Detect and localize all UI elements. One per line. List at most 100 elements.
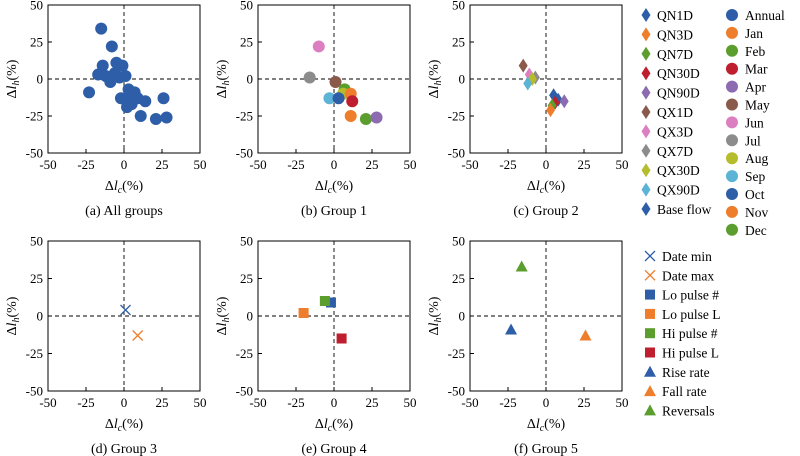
legend-entry-group: Rise rate: [644, 365, 710, 380]
y-axis-label-main: Δ: [427, 89, 442, 98]
panel-caption: (b) Group 1: [301, 204, 367, 219]
legend-entry-circle: Annual: [726, 8, 785, 23]
legend-entry-group: Lo pulse #: [645, 288, 719, 303]
y-tick-label: 0: [37, 72, 44, 87]
legend-marker: [726, 152, 738, 165]
x-axis-label-sub: l: [324, 417, 328, 432]
legend-entry-group: Hi pulse L: [645, 346, 719, 361]
legend-label: Base flow: [657, 202, 712, 217]
legend-entry-group: Date min: [644, 249, 712, 264]
legend-marker: [726, 116, 738, 129]
y-axis-label-sub: l: [427, 85, 442, 89]
y-axis-label-sub: l: [5, 322, 20, 326]
legend-label: Aug: [745, 151, 768, 166]
x-tick-label: 50: [194, 395, 207, 410]
y-tick-label: -25: [236, 346, 253, 361]
y-tick-label: -50: [26, 146, 43, 161]
x-tick-label: -25: [287, 395, 304, 410]
data-point: [329, 75, 342, 88]
legend-entry-circle: Oct: [726, 187, 765, 202]
legend-label: QX3D: [657, 124, 693, 139]
x-axis-label: Δlc(%): [315, 417, 354, 434]
y-tick-label: 0: [247, 72, 254, 87]
legend-entry-diamond: QN3D: [641, 27, 693, 42]
x-axis-label: Δlc(%): [527, 417, 566, 434]
y-tick-label: -25: [236, 109, 253, 124]
y-axis-label: Δlh(%): [215, 296, 232, 335]
x-axis-label-sub: l: [536, 417, 540, 432]
legend-marker: [645, 308, 655, 319]
data-point: [332, 92, 345, 105]
legend-label: Annual: [745, 8, 785, 23]
legend-entry-circle: Jun: [726, 115, 764, 130]
legend-entry-diamond: QX30D: [641, 163, 700, 178]
panel-caption: (d) Group 3: [91, 442, 157, 456]
x-axis-label-main: Δ: [315, 179, 324, 194]
data-point: [312, 40, 325, 53]
data-point: [523, 76, 533, 91]
legend-label: Apr: [745, 80, 766, 95]
x-tick-label: 50: [616, 395, 629, 410]
legend-label: Jan: [745, 26, 763, 41]
y-axis-label-sub-index: h: [11, 318, 22, 323]
legend-label: Jul: [745, 133, 761, 148]
x-axis-label-main: Δ: [527, 179, 536, 194]
panel-caption: (c) Group 2: [513, 204, 578, 219]
legend-entry-circle: Jan: [726, 26, 763, 41]
y-tick-label: 25: [452, 271, 465, 286]
x-tick-label: 25: [578, 157, 591, 172]
data-point: [346, 95, 359, 108]
y-axis-label-sub-index: h: [433, 81, 444, 86]
legend-label: Lo pulse L: [662, 307, 721, 322]
legend-label: Rise rate: [662, 365, 710, 380]
x-tick-label: -50: [461, 157, 478, 172]
legend-entry-circle: Feb: [726, 44, 766, 59]
legend-marker: [726, 134, 738, 147]
y-tick-label: 25: [452, 35, 465, 50]
legend-marker: [644, 404, 656, 416]
legend-marker: [645, 289, 655, 300]
legend-marker: [726, 170, 738, 183]
y-tick-label: -50: [26, 384, 43, 399]
x-tick-label: -25: [499, 157, 516, 172]
y-tick-label: -50: [236, 384, 253, 399]
y-axis-label-main: Δ: [215, 326, 230, 335]
legend-circle: Annual Jan Feb Mar Apr May Jun Jul Aug Sep Oct Nov D…: [726, 8, 785, 238]
legend-entry-group: Hi pulse #: [645, 326, 718, 341]
legend-marker: [644, 365, 656, 377]
legend-label: Reversals: [662, 403, 714, 418]
x-axis-label-main: Δ: [105, 179, 114, 194]
x-tick-label: 0: [331, 395, 338, 410]
y-tick-label: 25: [30, 35, 43, 50]
data-point: [325, 297, 336, 308]
legend-label: QX1D: [657, 105, 693, 120]
y-tick-label: -50: [236, 146, 253, 161]
x-tick-label: 0: [121, 157, 128, 172]
data-point: [160, 111, 173, 124]
y-tick-label: 0: [247, 309, 254, 324]
y-axis-label-sub-index: h: [221, 318, 232, 323]
y-axis-label-unit: (%): [5, 59, 20, 80]
legend-entry-circle: Nov: [726, 205, 768, 220]
y-axis-label: Δlh(%): [427, 296, 444, 335]
legend-marker: [641, 202, 651, 216]
data-point: [319, 296, 330, 306]
x-tick-label: -50: [39, 395, 56, 410]
data-point: [505, 323, 518, 335]
data-point: [120, 304, 131, 316]
legend-entry-diamond: QN30D: [641, 66, 700, 81]
y-axis-label-sub: l: [215, 322, 230, 326]
data-point: [344, 110, 357, 122]
y-tick-label: -25: [26, 109, 43, 124]
legend-label: QX30D: [657, 163, 700, 178]
y-tick-label: 25: [240, 35, 253, 50]
x-axis-label: Δlc(%): [105, 179, 144, 196]
legend-entry-diamond: QN7D: [641, 46, 693, 62]
x-axis-label-unit: (%): [544, 179, 565, 194]
y-tick-label: 50: [452, 234, 465, 249]
legend-marker: [644, 269, 656, 281]
legend-label: Date min: [662, 249, 712, 264]
